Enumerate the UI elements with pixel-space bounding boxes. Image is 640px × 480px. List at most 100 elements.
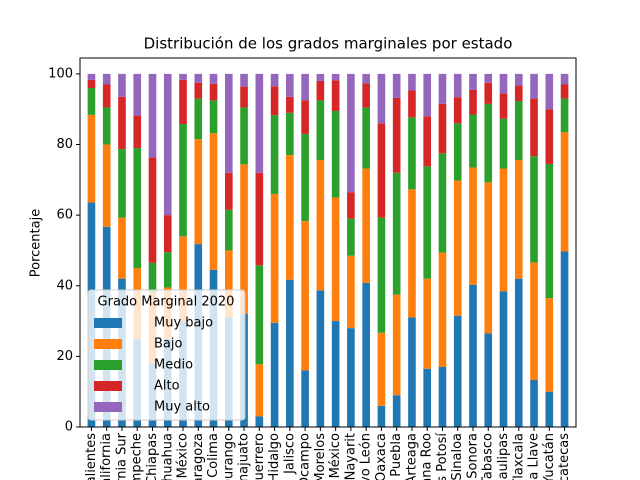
bar-segment	[163, 73, 172, 216]
bar-segment	[545, 163, 554, 299]
bar-segment	[423, 73, 432, 117]
x-tick-label: Chihuahua	[160, 433, 175, 480]
bar-segment	[362, 73, 370, 84]
bar-segment	[377, 405, 386, 427]
y-tick-label: 40	[56, 278, 73, 293]
bar-segment	[331, 73, 340, 81]
bar-segment	[316, 100, 325, 161]
bar-segment	[118, 96, 126, 150]
bar-segment	[179, 236, 187, 322]
bar-segment	[316, 290, 325, 427]
legend-label: Medio	[154, 358, 193, 373]
axes-frame	[79, 57, 577, 428]
bar-segment	[408, 73, 416, 91]
legend-label: Muy bajo	[154, 316, 213, 331]
bar-segment	[87, 79, 96, 89]
bar-segment	[133, 115, 142, 149]
bar-segment	[209, 133, 218, 270]
bar-segment	[560, 73, 569, 85]
bar-segment	[438, 366, 447, 427]
bar-segment	[240, 86, 248, 108]
bar-segment	[194, 139, 203, 245]
x-tick-label: Sonora	[465, 433, 480, 479]
x-tick-label: Colima	[206, 433, 221, 478]
bar-segment	[179, 79, 187, 125]
bar-segment	[499, 93, 508, 119]
bar-segment	[530, 262, 538, 381]
bar-segment	[194, 82, 203, 99]
bar-segment	[87, 88, 96, 115]
bar-segment	[514, 278, 523, 427]
bar-segment	[118, 217, 126, 279]
bar-segment	[270, 86, 279, 116]
bar-segment	[484, 82, 493, 104]
x-tick-label: Yucatán	[542, 433, 557, 480]
legend-box	[87, 289, 246, 421]
legend-label: Bajo	[154, 337, 182, 352]
bar-segment	[224, 209, 233, 251]
bar-segment	[392, 73, 401, 98]
bar-segment	[87, 114, 96, 203]
x-tick-label: Campeche	[130, 433, 145, 480]
bar-segment	[179, 73, 187, 80]
x-tick-label: Zacatecas	[557, 433, 572, 480]
bar-segment	[133, 148, 142, 269]
bar-segment	[484, 182, 493, 334]
bar-segment	[453, 97, 462, 124]
x-tick-label: Morelos	[313, 433, 328, 480]
bar-segment	[331, 197, 340, 322]
bar-segment	[87, 73, 96, 80]
bar-segment	[377, 217, 386, 333]
bar-segment	[286, 155, 294, 280]
bar-segment	[347, 328, 355, 427]
bar-segment	[514, 160, 523, 279]
bar-segment	[423, 368, 432, 427]
x-tick-label: Nayarit	[343, 433, 358, 480]
bar-segment	[240, 73, 248, 87]
legend-title: Grado Marginal 2020	[98, 295, 235, 310]
bar-segment	[270, 193, 279, 323]
x-tick-label: Quintana Roo	[420, 433, 435, 480]
bar-segment	[408, 90, 416, 118]
bar-segment	[255, 73, 264, 173]
bar-segment	[423, 166, 432, 279]
x-tick-label: Oaxaca	[374, 433, 389, 480]
bar-segment	[392, 294, 401, 396]
bar-segment	[514, 101, 523, 161]
bar-segment	[484, 103, 493, 183]
bar-segment	[530, 380, 538, 427]
bar-segment	[286, 96, 294, 113]
bar-segment	[469, 73, 477, 90]
bar-segment	[453, 73, 462, 98]
x-tick-label: Baja California	[99, 433, 114, 480]
bar-segment	[499, 291, 508, 427]
legend-swatch	[94, 402, 122, 412]
bar-segment	[240, 164, 248, 315]
bar-segment	[301, 73, 309, 101]
bar-segment	[469, 284, 477, 427]
bar-segment	[347, 218, 355, 256]
bar-segment	[392, 97, 401, 173]
bar-segment	[255, 265, 264, 365]
bar-segment	[255, 364, 264, 417]
bar-segment	[194, 98, 203, 140]
bar-segment	[301, 221, 309, 371]
bar-segment	[377, 332, 386, 406]
legend-swatch	[94, 360, 122, 370]
bar-segment	[347, 73, 355, 193]
bar-segment	[255, 172, 264, 266]
bar-segment	[209, 100, 218, 134]
bar-segment	[362, 107, 370, 169]
bar-segment	[545, 73, 554, 110]
bar-segment	[484, 333, 493, 427]
x-tick-label: Hidalgo	[267, 433, 282, 480]
bar-segment	[316, 160, 325, 291]
x-tick-label: Puebla	[389, 433, 404, 477]
bar-segment	[423, 278, 432, 369]
y-tick-label: 0	[65, 420, 73, 435]
bar-segment	[438, 103, 447, 154]
bar-segment	[499, 168, 508, 292]
legend-swatch	[94, 318, 122, 328]
bar-segment	[484, 73, 493, 83]
